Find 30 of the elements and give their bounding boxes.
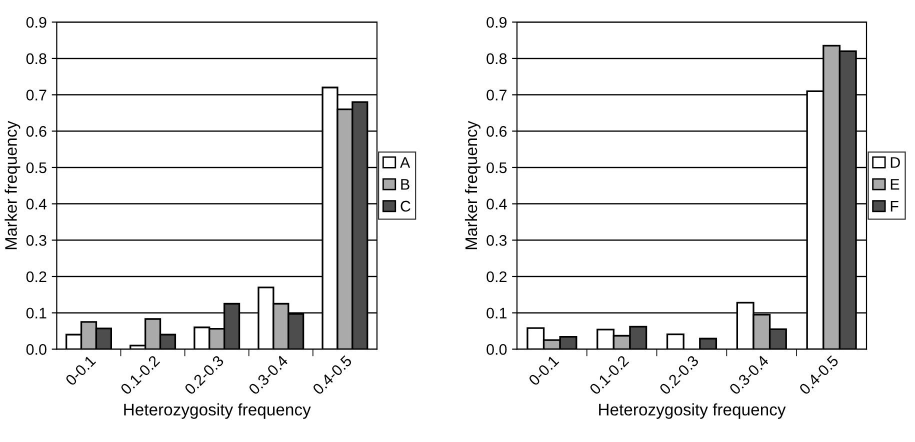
y-tick-label: 0.3 (486, 235, 507, 246)
legend-label: D (890, 157, 900, 168)
y-tick-label: 0.2 (486, 271, 506, 282)
legend-label: E (890, 179, 900, 190)
y-tick-label: 0.7 (26, 90, 46, 100)
y-tick-label: 0.4 (486, 198, 507, 210)
y-axis-title: Marker frequency (464, 120, 480, 250)
x-axis-title: Heterozygosity frequency (599, 403, 786, 419)
y-tick-label: 0.9 (486, 16, 507, 28)
y-tick-label: 0.5 (486, 162, 507, 174)
x-axis-title: Heterozygosity frequency (124, 403, 311, 419)
legend-label: B (401, 179, 410, 190)
y-tick-label: 0.1 (26, 308, 46, 319)
y-tick-label: 0.1 (486, 308, 507, 319)
y-tick-label: 0.0 (486, 344, 507, 355)
legend-label: C (400, 200, 410, 212)
y-tick-label: 0.6 (486, 126, 507, 137)
y-tick-label: 0.8 (486, 53, 507, 64)
y-tick-label: 0.5 (26, 162, 46, 174)
legend-label: F (890, 200, 898, 212)
y-tick-label: 0.9 (26, 16, 46, 28)
y-tick-label: 0.2 (26, 271, 46, 282)
y-tick-label: 0.3 (26, 235, 46, 246)
y-tick-label: 0.4 (26, 198, 47, 210)
legend-label: A (400, 157, 410, 168)
y-tick-label: 0.0 (26, 344, 46, 355)
y-tick-label: 0.7 (486, 90, 506, 100)
y-axis-title: Marker frequency (4, 120, 20, 250)
y-tick-label: 0.6 (26, 126, 46, 137)
y-tick-label: 0.8 (26, 53, 46, 64)
